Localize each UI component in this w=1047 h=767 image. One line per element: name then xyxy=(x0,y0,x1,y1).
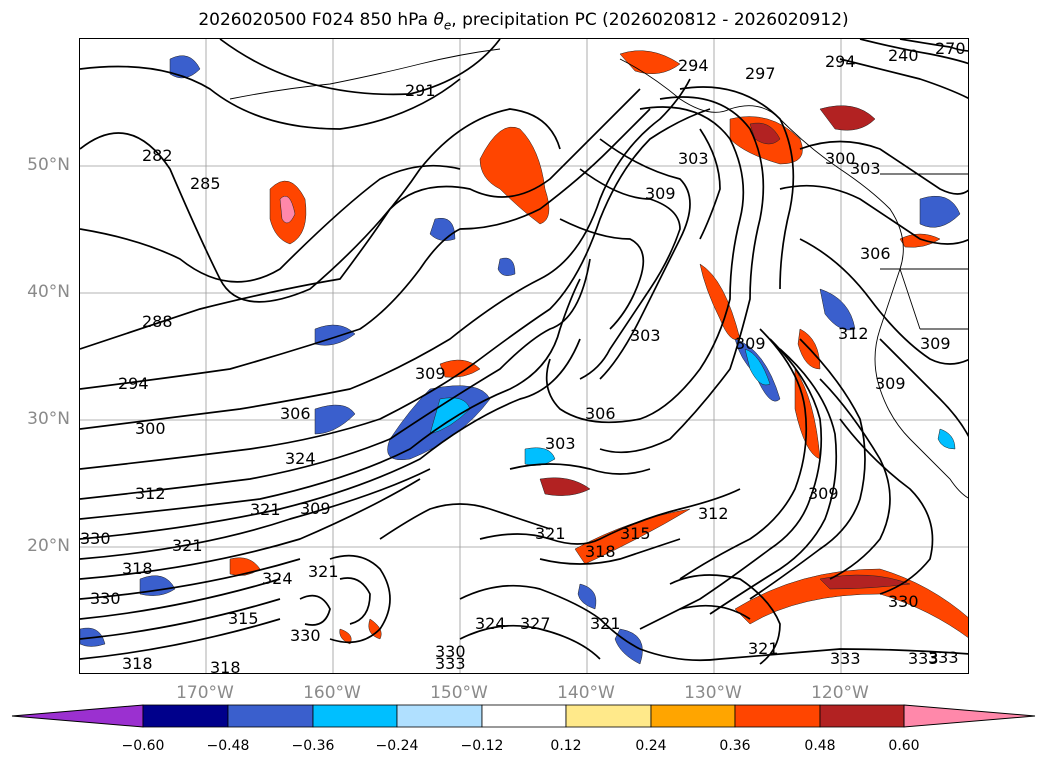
map-title: 2026020500 F024 850 hPa θe, precipitatio… xyxy=(198,10,849,33)
contour-label: 321 xyxy=(590,614,621,633)
contour-label: 330 xyxy=(80,529,111,548)
colorbar-bin xyxy=(227,704,314,728)
contour-label: 330 xyxy=(888,592,919,611)
contour-label: 303 xyxy=(545,434,576,453)
colorbar-bin xyxy=(481,704,567,728)
lat-label-50n: 50°N xyxy=(27,155,70,175)
contour-label: 294 xyxy=(825,52,856,71)
contour-label: 330 xyxy=(435,642,466,661)
colorbar-tick: −0.36 xyxy=(291,738,335,754)
contour-label: 303 xyxy=(678,149,709,168)
contour-label: 312 xyxy=(698,504,729,523)
lat-label-40n: 40°N xyxy=(27,282,70,302)
theta-e-contours xyxy=(80,39,968,665)
contour-label: 324 xyxy=(285,449,316,468)
contour-label: 321 xyxy=(308,562,339,581)
lon-label-140w: 140°W xyxy=(557,683,615,703)
colorbar-bin xyxy=(565,704,652,728)
contour-label: 294 xyxy=(678,56,709,75)
contour-label: 285 xyxy=(190,174,221,193)
contour-label: 324 xyxy=(262,569,293,588)
contour-label: 309 xyxy=(735,334,766,353)
contour-label: 318 xyxy=(122,559,153,578)
contour-label: 321 xyxy=(172,536,203,555)
colorbar-extend-high xyxy=(903,704,1036,728)
contour-label: 309 xyxy=(645,184,676,203)
contour-label: 315 xyxy=(228,609,259,628)
contour-label: 309 xyxy=(920,334,951,353)
colorbar-bin xyxy=(819,704,905,728)
colorbar-extend-low xyxy=(11,704,144,728)
contour-label: 321 xyxy=(535,524,566,543)
contour-label: 333 xyxy=(830,649,861,668)
contour-label: 309 xyxy=(415,364,446,383)
colorbar-tick: −0.60 xyxy=(121,738,165,754)
contour-label: 312 xyxy=(135,484,166,503)
contour-label: 309 xyxy=(875,374,906,393)
contour-label: 327 xyxy=(520,614,551,633)
contour-label: 309 xyxy=(808,484,839,503)
contour-label: 300 xyxy=(135,419,166,438)
contour-label: 321 xyxy=(748,639,779,658)
contour-label: 318 xyxy=(210,658,241,674)
lon-label-130w: 130°W xyxy=(684,683,742,703)
lat-label-30n: 30°N xyxy=(27,409,70,429)
precip-positive xyxy=(229,50,968,645)
contour-label: 330 xyxy=(290,626,321,645)
contour-label: 240 xyxy=(888,46,919,65)
contour-label: 294 xyxy=(118,374,149,393)
colorbar-tick: 0.12 xyxy=(550,738,582,754)
contour-label: 303 xyxy=(850,159,881,178)
contour-label: 315 xyxy=(620,524,651,543)
contour-label: 291 xyxy=(405,81,436,100)
colorbar-tick: −0.48 xyxy=(206,738,250,754)
contour-label: 306 xyxy=(585,404,616,423)
coastlines xyxy=(229,48,968,499)
map-canvas: 291 294 297 294 282 285 288 294 300 306 … xyxy=(80,39,968,674)
map-panel: 291 294 297 294 282 285 288 294 300 306 … xyxy=(79,38,969,674)
colorbar-bin xyxy=(396,704,483,728)
colorbar-bin xyxy=(650,704,736,728)
contour-label: 309 xyxy=(300,499,331,518)
colorbar xyxy=(11,704,1036,728)
contour-label: 318 xyxy=(122,654,153,673)
contour-label: 282 xyxy=(142,146,173,165)
contour-label: 324 xyxy=(475,614,506,633)
contour-label: 306 xyxy=(280,404,311,423)
contour-label: 333 xyxy=(908,649,939,668)
colorbar-tick: −0.24 xyxy=(375,738,419,754)
contour-label: 303 xyxy=(630,326,661,345)
contour-label: 333 xyxy=(928,648,959,667)
colorbar-tick: 0.60 xyxy=(888,738,920,754)
colorbar-tick: −0.12 xyxy=(460,738,504,754)
contour-label: 333 xyxy=(435,654,466,673)
lon-label-120w: 120°W xyxy=(811,683,869,703)
lon-label-160w: 160°W xyxy=(303,683,361,703)
colorbar-tick: 0.24 xyxy=(635,738,667,754)
contour-label: 330 xyxy=(90,589,121,608)
colorbar-bin xyxy=(312,704,398,728)
lon-label-170w: 170°W xyxy=(176,683,234,703)
contour-label: 270 xyxy=(935,39,966,58)
colorbar-bin xyxy=(734,704,821,728)
contour-labels: 291 294 297 294 282 285 288 294 300 306 … xyxy=(80,39,966,674)
colorbar-bin xyxy=(142,704,229,728)
colorbar-tick: 0.36 xyxy=(719,738,751,754)
contour-label: 318 xyxy=(585,542,616,561)
contour-label: 297 xyxy=(745,64,776,83)
lat-label-20n: 20°N xyxy=(27,536,70,556)
contour-label: 288 xyxy=(142,312,173,331)
contour-label: 312 xyxy=(838,324,869,343)
lon-label-150w: 150°W xyxy=(430,683,488,703)
contour-label: 300 xyxy=(825,149,856,168)
contour-label: 321 xyxy=(250,500,281,519)
colorbar-tick: 0.48 xyxy=(804,738,836,754)
contour-label: 306 xyxy=(860,244,891,263)
